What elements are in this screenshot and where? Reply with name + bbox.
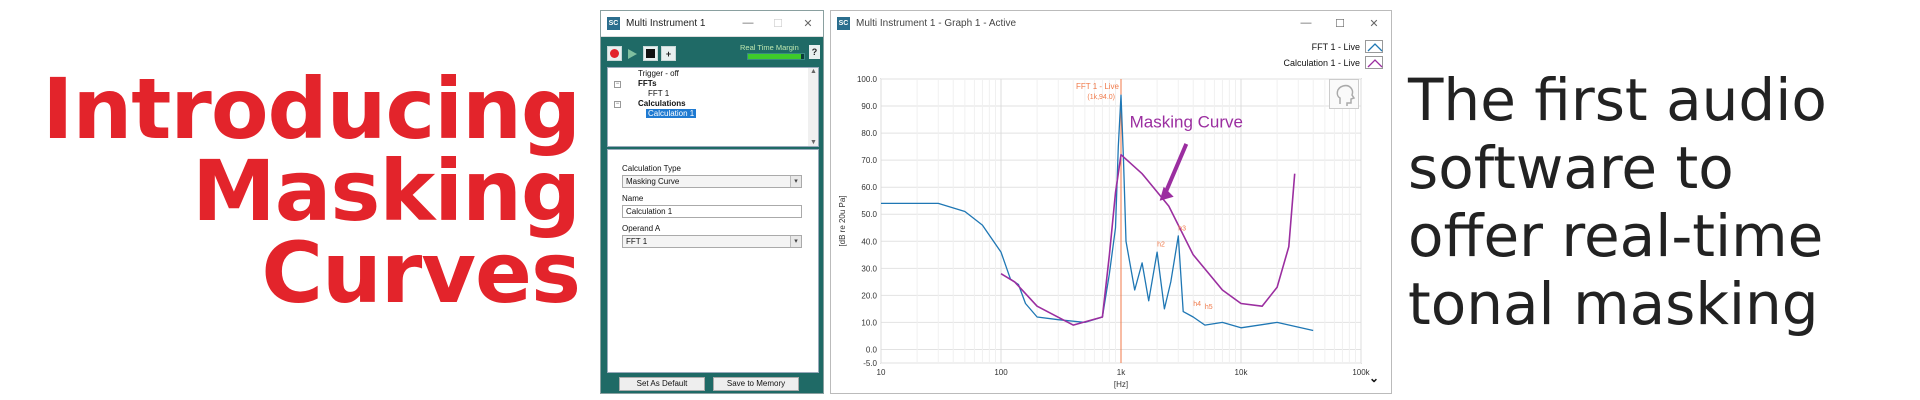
tree-item-fft1[interactable]: FFT 1 bbox=[648, 89, 670, 98]
x-tick-label: 100k bbox=[1352, 368, 1370, 377]
harmonic-label: h3 bbox=[1178, 225, 1186, 232]
legend-swatch-fft bbox=[1365, 40, 1383, 53]
headline-line-3: Curves bbox=[261, 224, 581, 322]
tree-item-trigger[interactable]: Trigger - off bbox=[638, 69, 679, 78]
y-axis-label: [dB re 20u Pa] bbox=[838, 195, 847, 246]
mi-toolbar: + Real Time Margin ? bbox=[605, 41, 820, 65]
annotation-arrow-shaft bbox=[1162, 143, 1189, 197]
legend-swatch-calc bbox=[1365, 56, 1383, 69]
chevron-down-icon: ▾ bbox=[790, 176, 801, 187]
scroll-down-icon[interactable]: ▼ bbox=[810, 139, 817, 146]
calc-type-label: Calculation Type bbox=[622, 164, 681, 173]
chevron-down-icon[interactable]: ⌄ bbox=[1369, 371, 1380, 385]
collapse-icon[interactable]: − bbox=[614, 81, 621, 88]
stop-button[interactable] bbox=[643, 46, 658, 61]
close-icon[interactable]: ✕ bbox=[1369, 17, 1379, 30]
chevron-down-icon: ▾ bbox=[790, 236, 801, 247]
operand-select[interactable]: FFT 1 ▾ bbox=[622, 235, 802, 248]
y-tick-label: 80.0 bbox=[861, 129, 877, 138]
headline-line-1: Introducing bbox=[42, 60, 581, 158]
operand-value: FFT 1 bbox=[626, 237, 648, 246]
tagline-line-4: tonal masking bbox=[1408, 270, 1819, 338]
y-tick-label: 20.0 bbox=[861, 291, 877, 300]
legend-label-fft: FFT 1 - Live bbox=[1311, 41, 1360, 52]
harmonic-label: h4 bbox=[1193, 301, 1201, 308]
y-tick-label: 0.0 bbox=[866, 345, 878, 354]
record-button[interactable] bbox=[607, 46, 622, 61]
x-tick-label: 10k bbox=[1235, 368, 1249, 377]
set-as-default-button[interactable]: Set As Default bbox=[619, 377, 705, 391]
tree-item-calculation1[interactable]: Calculation 1 bbox=[646, 109, 697, 118]
calc-type-select[interactable]: Masking Curve ▾ bbox=[622, 175, 802, 188]
x-tick-label: 10 bbox=[877, 368, 886, 377]
graph-titlebar: SC Multi Instrument 1 - Graph 1 - Active… bbox=[831, 11, 1391, 35]
tree-item-ffts[interactable]: FFTs bbox=[638, 79, 657, 88]
realtime-margin-bar bbox=[747, 53, 805, 60]
calc-type-value: Masking Curve bbox=[626, 177, 680, 186]
calculation-properties: Calculation Type Masking Curve ▾ Name Ca… bbox=[607, 149, 819, 373]
y-tick-label: 100.0 bbox=[857, 75, 878, 84]
scroll-up-icon[interactable]: ▲ bbox=[810, 68, 817, 75]
x-tick-label: 100 bbox=[994, 368, 1008, 377]
record-icon bbox=[610, 49, 619, 58]
tagline-line-2: software to bbox=[1408, 134, 1734, 202]
realtime-margin-fill bbox=[748, 54, 802, 59]
help-button[interactable]: ? bbox=[809, 45, 820, 59]
head-icon[interactable] bbox=[1329, 79, 1359, 109]
mi-window-title: Multi Instrument 1 bbox=[626, 18, 706, 29]
tree-scrollbar[interactable]: ▲ ▼ bbox=[808, 68, 818, 146]
y-tick-label: 70.0 bbox=[861, 156, 877, 165]
x-tick-label: 1k bbox=[1117, 368, 1126, 377]
name-input[interactable]: Calculation 1 bbox=[622, 205, 802, 218]
minimize-icon[interactable]: — bbox=[1300, 16, 1312, 29]
name-label: Name bbox=[622, 194, 644, 203]
plus-icon: + bbox=[665, 48, 672, 59]
headline-line-2: Masking bbox=[192, 142, 581, 240]
tree-item-calculations[interactable]: Calculations bbox=[638, 99, 686, 108]
y-tick-label: 10.0 bbox=[861, 318, 877, 327]
legend-item-fft[interactable]: FFT 1 - Live bbox=[1312, 39, 1383, 54]
graph-window: SC Multi Instrument 1 - Graph 1 - Active… bbox=[830, 10, 1392, 394]
annotation-arrow-head bbox=[1159, 186, 1174, 201]
tagline-line-1: The first audio bbox=[1408, 66, 1827, 134]
masking-curve-line bbox=[1000, 153, 1296, 326]
play-button[interactable] bbox=[625, 46, 640, 61]
x-axis-label: [Hz] bbox=[1114, 380, 1128, 389]
tagline: The first audio software to offer real-t… bbox=[1408, 66, 1908, 338]
spectrum-plot[interactable]: 100.090.080.070.060.050.040.030.020.010.… bbox=[831, 73, 1391, 393]
save-to-memory-button[interactable]: Save to Memory bbox=[713, 377, 799, 391]
y-tick-label: 90.0 bbox=[861, 102, 877, 111]
realtime-margin-label: Real Time Margin bbox=[740, 43, 799, 52]
instrument-tree: Trigger - off − FFTs FFT 1 − Calculation… bbox=[607, 67, 819, 147]
mi-titlebar: SC Multi Instrument 1 — ☐ ✕ bbox=[601, 11, 823, 37]
y-tick-label: 30.0 bbox=[861, 264, 877, 273]
stop-icon bbox=[646, 49, 655, 58]
y-tick-label: 60.0 bbox=[861, 183, 877, 192]
minimize-icon[interactable]: — bbox=[742, 17, 754, 29]
app-icon: SC bbox=[837, 16, 850, 30]
maximize-icon[interactable]: ☐ bbox=[773, 18, 783, 30]
headline: Introducing Masking Curves bbox=[0, 60, 581, 322]
legend-label-calc: Calculation 1 - Live bbox=[1283, 57, 1360, 68]
close-icon[interactable]: ✕ bbox=[803, 18, 813, 30]
masking-curve-annotation: Masking Curve bbox=[1130, 113, 1243, 132]
tagline-line-3: offer real-time bbox=[1408, 202, 1824, 270]
y-tick-label: -5.0 bbox=[863, 359, 877, 368]
multi-instrument-window: SC Multi Instrument 1 — ☐ ✕ + Real Time … bbox=[600, 10, 824, 394]
harmonic-label: h2 bbox=[1157, 242, 1165, 249]
y-tick-label: 40.0 bbox=[861, 237, 877, 246]
play-icon bbox=[628, 48, 637, 59]
maximize-icon[interactable]: ☐ bbox=[1335, 17, 1345, 30]
y-tick-label: 50.0 bbox=[861, 210, 877, 219]
marker-value: (1k,94.0) bbox=[1087, 94, 1115, 101]
app-icon: SC bbox=[607, 17, 620, 30]
graph-window-title: Multi Instrument 1 - Graph 1 - Active bbox=[856, 17, 1017, 29]
add-button[interactable]: + bbox=[661, 46, 676, 61]
collapse-icon[interactable]: − bbox=[614, 101, 621, 108]
marker-label: FFT 1 - Live bbox=[1076, 82, 1120, 91]
legend-item-calc[interactable]: Calculation 1 - Live bbox=[1283, 55, 1383, 70]
operand-label: Operand A bbox=[622, 224, 661, 233]
harmonic-label: h5 bbox=[1205, 304, 1213, 311]
